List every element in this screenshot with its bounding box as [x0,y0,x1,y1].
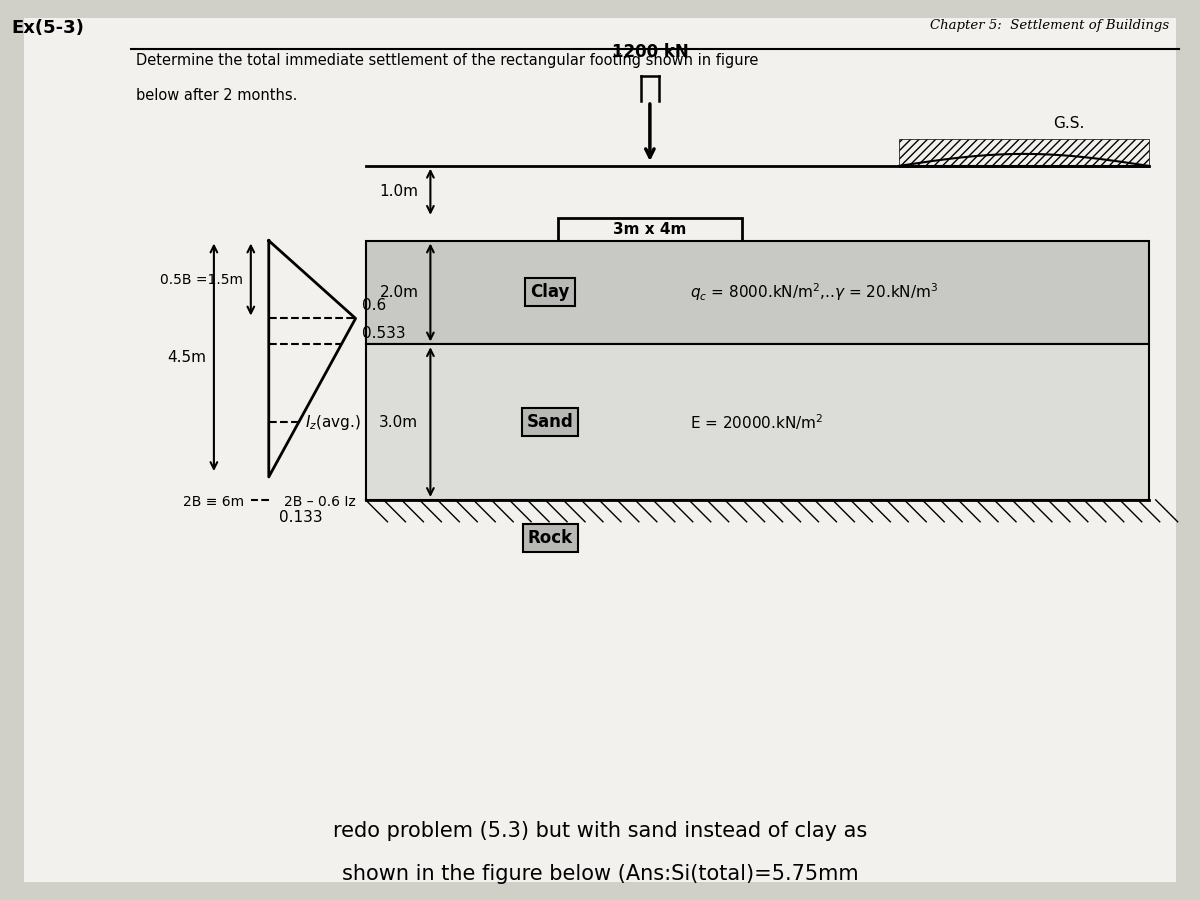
Text: 1.0m: 1.0m [379,184,419,199]
Text: redo problem (5.3) but with sand instead of clay as: redo problem (5.3) but with sand instead… [332,821,868,841]
Text: 2B – 0.6 Iz: 2B – 0.6 Iz [283,495,355,508]
Text: E = 20000.kN/m$^2$: E = 20000.kN/m$^2$ [690,412,823,432]
Text: 3.0m: 3.0m [379,415,419,429]
Text: G.S.: G.S. [1054,116,1085,131]
Bar [366,240,1148,345]
Bar [899,139,1148,166]
Text: 0.133: 0.133 [278,509,323,525]
Text: 3m x 4m: 3m x 4m [613,221,686,237]
Text: 0.5B =1.5m: 0.5B =1.5m [160,273,242,286]
Text: $q_c$ = 8000.kN/m$^2$,..$\gamma$ = 20.kN/m$^3$: $q_c$ = 8000.kN/m$^2$,..$\gamma$ = 20.kN… [690,282,938,303]
Text: Sand: Sand [527,413,574,431]
Text: 4.5m: 4.5m [167,350,206,365]
Text: Rock: Rock [528,528,572,546]
Text: 1200 kN: 1200 kN [612,43,689,61]
Text: Ex(5-3): Ex(5-3) [11,19,84,37]
Text: Chapter 5:  Settlement of Buildings: Chapter 5: Settlement of Buildings [930,19,1169,32]
Text: Clay: Clay [530,284,570,302]
Text: $I_{z}$(avg.): $I_{z}$(avg.) [305,412,361,432]
Text: 0.533: 0.533 [361,327,406,341]
Text: shown in the figure below (Ans:Si(total)=5.75mm: shown in the figure below (Ans:Si(total)… [342,864,858,884]
Text: below after 2 months.: below after 2 months. [136,88,298,104]
Text: 2.0m: 2.0m [379,285,419,300]
Bar [558,218,742,240]
Text: 0.6: 0.6 [361,299,386,313]
Bar [366,345,1148,500]
Text: Determine the total immediate settlement of the rectangular footing shown in fig: Determine the total immediate settlement… [136,53,758,68]
Text: 2B ≡ 6m: 2B ≡ 6m [184,495,245,508]
